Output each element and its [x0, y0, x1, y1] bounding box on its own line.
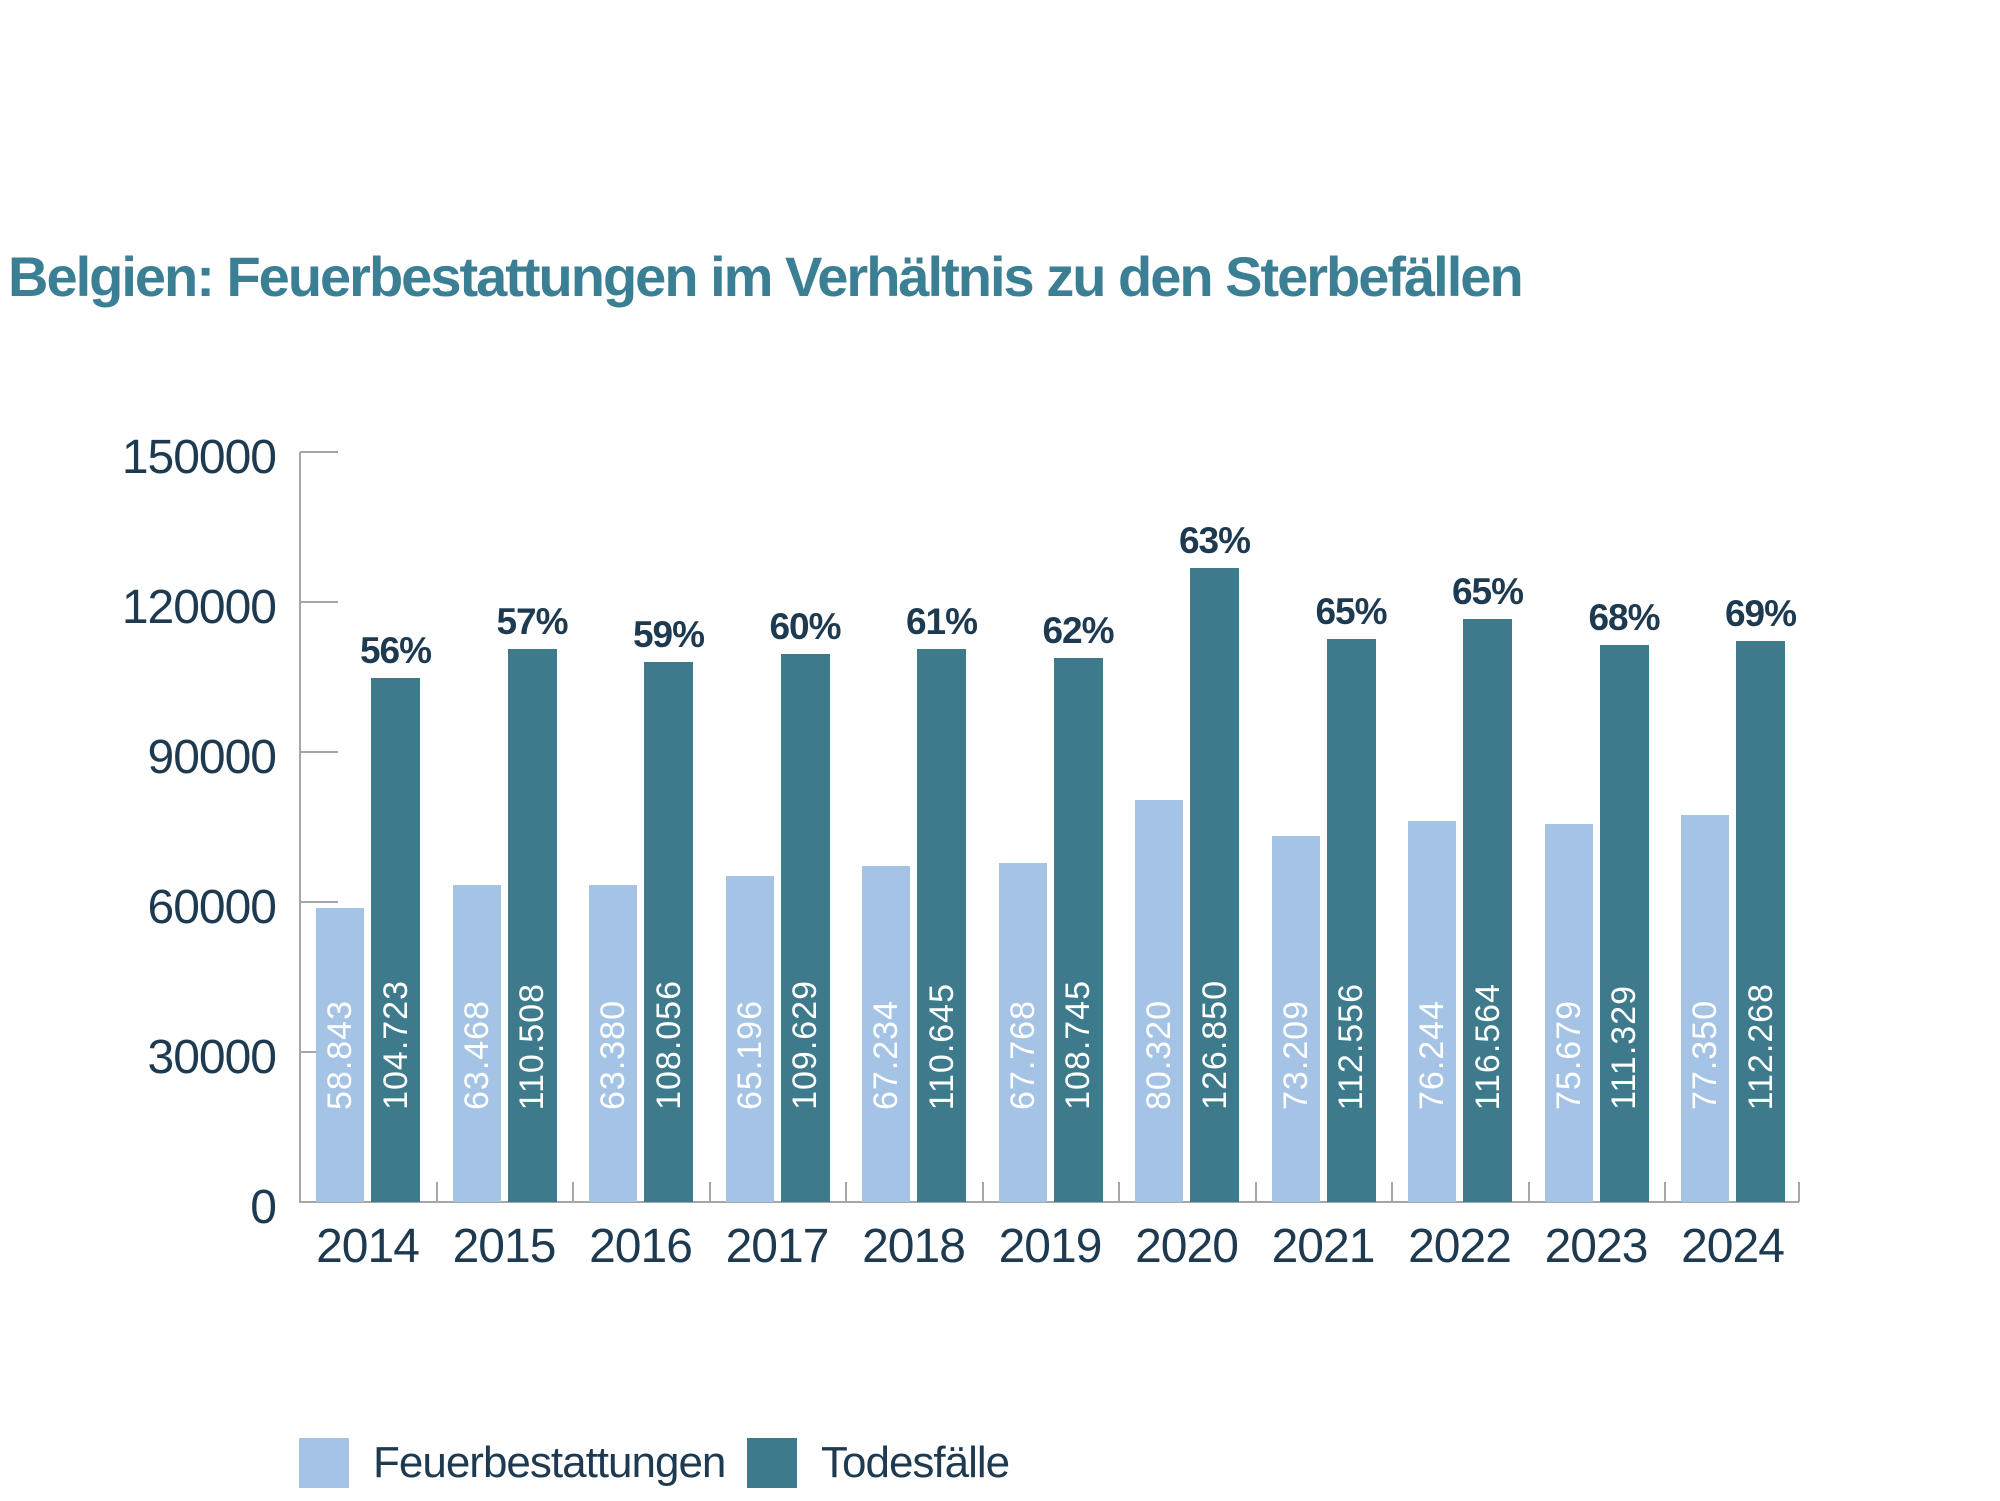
- bar-value-label: 67.234: [867, 999, 905, 1110]
- bar-value-label: 108.056: [649, 980, 688, 1110]
- x-axis-category-label: 2024: [1681, 1220, 1785, 1273]
- x-axis-tick: [1391, 1182, 1393, 1202]
- bar-cremations: 76.244: [1408, 820, 1456, 1202]
- bar-cremations: 65.196: [725, 876, 774, 1202]
- bar-value-label: 58.843: [321, 999, 359, 1110]
- bar-deaths: 126.850: [1190, 567, 1239, 1202]
- bar-value-label: 112.268: [1741, 982, 1780, 1110]
- y-axis-tick: [300, 751, 338, 753]
- bar-deaths: 108.056: [644, 661, 693, 1202]
- bar-deaths: 104.723: [371, 678, 420, 1202]
- y-axis-tick-label: 30000: [147, 1031, 277, 1084]
- bar-value-label: 111.329: [1605, 985, 1643, 1110]
- legend-label-cremations: Feuerbestattungen: [373, 1438, 726, 1487]
- percent-label: 60%: [769, 605, 841, 647]
- bar-value-label: 80.320: [1140, 999, 1178, 1110]
- x-axis-category-label: 2021: [1271, 1220, 1376, 1273]
- bar-cremations: 80.320: [1135, 800, 1183, 1202]
- percent-label: 61%: [905, 600, 978, 642]
- y-axis-tick-label: 60000: [147, 881, 277, 934]
- x-axis-category-label: 2022: [1408, 1220, 1512, 1273]
- bar-cremations: 67.234: [862, 865, 910, 1202]
- legend-item-cremations: Feuerbestattungen: [299, 1438, 726, 1488]
- bar-cremations: 63.468: [452, 884, 501, 1202]
- bar-deaths: 110.645: [917, 648, 966, 1202]
- bar-value-label: 116.564: [1468, 982, 1507, 1110]
- x-axis-tick: [1254, 1182, 1257, 1202]
- y-axis-tick-label: 150000: [121, 431, 277, 484]
- percent-label: 65%: [1451, 571, 1524, 613]
- bar-deaths: 112.268: [1736, 640, 1785, 1202]
- bar-value-label: 104.723: [376, 980, 415, 1110]
- x-axis-category-label: 2017: [725, 1220, 830, 1273]
- x-axis-tick: [1664, 1182, 1666, 1202]
- bar-cremations: 77.350: [1681, 815, 1729, 1202]
- x-axis-category-label: 2023: [1544, 1220, 1649, 1273]
- bar-value-label: 109.629: [786, 980, 824, 1110]
- bar-value-label: 110.508: [513, 982, 551, 1110]
- bar-value-label: 63.468: [457, 999, 496, 1110]
- x-axis-tick: [981, 1182, 984, 1202]
- bar-value-label: 112.556: [1332, 982, 1370, 1110]
- y-axis-line: [299, 452, 301, 1202]
- x-axis-category-label: 2016: [589, 1220, 693, 1273]
- percent-label: 65%: [1315, 591, 1387, 633]
- bar-value-label: 76.244: [1413, 999, 1451, 1110]
- percent-label: 63%: [1178, 519, 1251, 561]
- x-axis-category-label: 2019: [998, 1220, 1103, 1273]
- legend: Feuerbestattungen Todesfälle: [0, 1438, 2000, 1488]
- bar-deaths: 109.629: [780, 653, 830, 1202]
- x-axis-tick: [845, 1182, 847, 1202]
- bar-value-label: 110.645: [922, 982, 961, 1110]
- x-axis-tick: [435, 1182, 438, 1202]
- x-axis-line: [299, 1201, 1799, 1203]
- chart-title: Belgien: Feuerbestattungen im Verhältnis…: [8, 245, 1524, 308]
- bar-value-label: 126.850: [1195, 980, 1234, 1110]
- percent-label: 59%: [632, 613, 705, 655]
- x-axis-category-label: 2020: [1135, 1220, 1239, 1273]
- legend-label-deaths: Todesfälle: [821, 1438, 1010, 1487]
- x-axis-category-label: 2014: [316, 1220, 420, 1273]
- legend-item-deaths: Todesfälle: [747, 1438, 1010, 1488]
- bar-value-label: 108.745: [1059, 980, 1097, 1110]
- y-axis-tick: [300, 901, 338, 903]
- x-axis-tick: [1798, 1182, 1800, 1202]
- y-axis-tick-label: 120000: [121, 581, 277, 634]
- bar-deaths: 112.556: [1326, 639, 1376, 1202]
- bar-cremations: 63.380: [589, 885, 637, 1202]
- bar-value-label: 63.380: [594, 999, 632, 1110]
- bar-value-label: 77.350: [1686, 1000, 1724, 1110]
- y-axis-tick-label: 0: [250, 1181, 277, 1234]
- bar-deaths: 108.745: [1053, 658, 1103, 1202]
- x-axis-tick: [1118, 1182, 1120, 1202]
- bar-cremations: 67.768: [998, 863, 1047, 1202]
- percent-label: 62%: [1042, 610, 1114, 652]
- legend-swatch-deaths: [747, 1438, 797, 1488]
- x-axis-tick: [1527, 1182, 1530, 1202]
- y-axis-tick: [300, 601, 338, 603]
- y-axis-tick-label: 90000: [147, 731, 277, 784]
- bar-value-label: 67.768: [1003, 999, 1042, 1110]
- legend-swatch-cremations: [299, 1438, 349, 1488]
- x-axis-category-label: 2015: [452, 1220, 557, 1273]
- percent-label: 56%: [359, 630, 432, 672]
- percent-label: 68%: [1588, 597, 1660, 639]
- bar-cremations: 75.679: [1544, 823, 1593, 1202]
- bar-deaths: 111.329: [1599, 645, 1649, 1202]
- percent-label: 57%: [496, 601, 568, 643]
- bar-value-label: 73.209: [1276, 999, 1315, 1110]
- x-axis-category-label: 2018: [862, 1220, 966, 1273]
- x-axis-tick: [572, 1182, 574, 1202]
- x-axis-tick: [708, 1182, 711, 1202]
- bar-deaths: 110.508: [507, 649, 557, 1202]
- bar-value-label: 65.196: [730, 999, 769, 1110]
- bar-deaths: 116.564: [1463, 619, 1512, 1202]
- bar-value-label: 75.679: [1549, 999, 1588, 1110]
- bar-cremations: 58.843: [316, 907, 364, 1202]
- bar-cremations: 73.209: [1271, 835, 1320, 1202]
- y-axis-tick: [300, 451, 338, 453]
- percent-label: 69%: [1724, 592, 1797, 634]
